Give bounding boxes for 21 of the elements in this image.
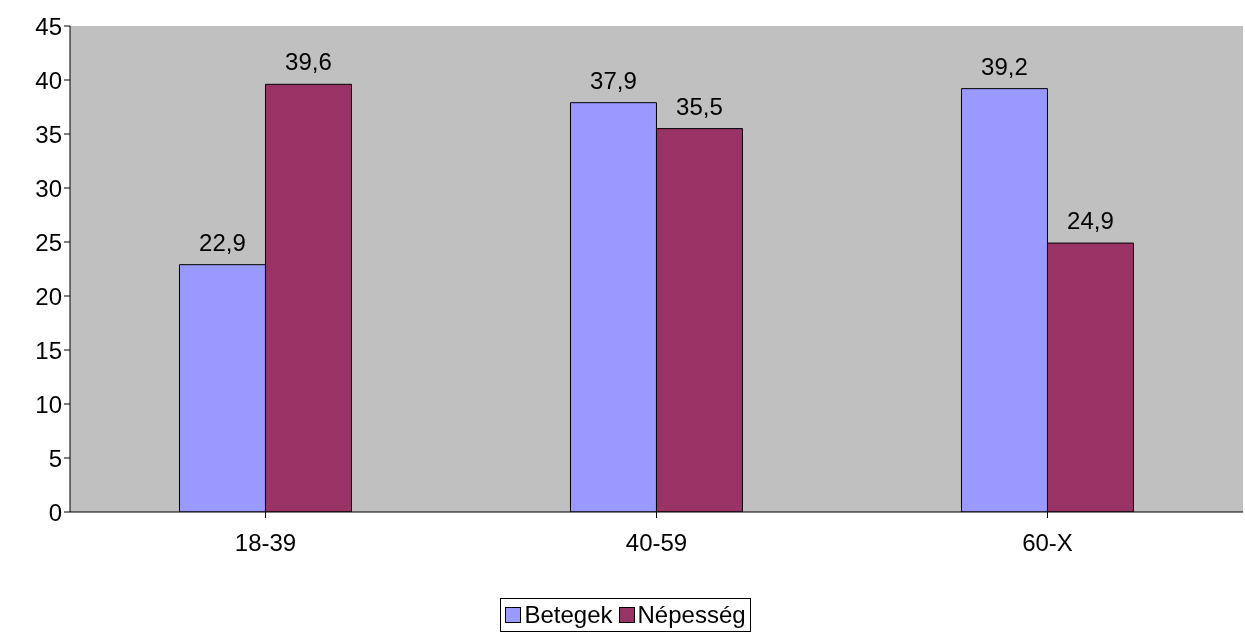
y-tick-label: 40	[35, 66, 62, 94]
y-tick-label: 45	[35, 12, 62, 40]
y-tick-label: 0	[48, 498, 62, 526]
data-label: 35,5	[676, 92, 723, 120]
y-tick-label: 20	[35, 282, 62, 310]
data-label: 37,9	[590, 66, 637, 94]
data-label: 22,9	[199, 228, 246, 256]
legend-label: Betegek	[523, 601, 613, 629]
y-tick-label: 15	[35, 336, 62, 364]
y-tick-label: 10	[35, 390, 62, 418]
y-tick-label: 5	[48, 444, 62, 472]
data-label: 24,9	[1067, 207, 1114, 235]
y-tick-label: 35	[35, 120, 62, 148]
y-tick-label: 30	[35, 174, 62, 202]
data-label: 39,6	[285, 48, 332, 76]
legend-label: Népesség	[636, 601, 746, 629]
y-tick-label: 25	[35, 228, 62, 256]
x-tick-label: 60-X	[1022, 529, 1073, 557]
x-tick-label: 18-39	[234, 529, 297, 557]
x-tick-label: 40-59	[625, 529, 688, 557]
data-label: 39,2	[981, 52, 1028, 80]
